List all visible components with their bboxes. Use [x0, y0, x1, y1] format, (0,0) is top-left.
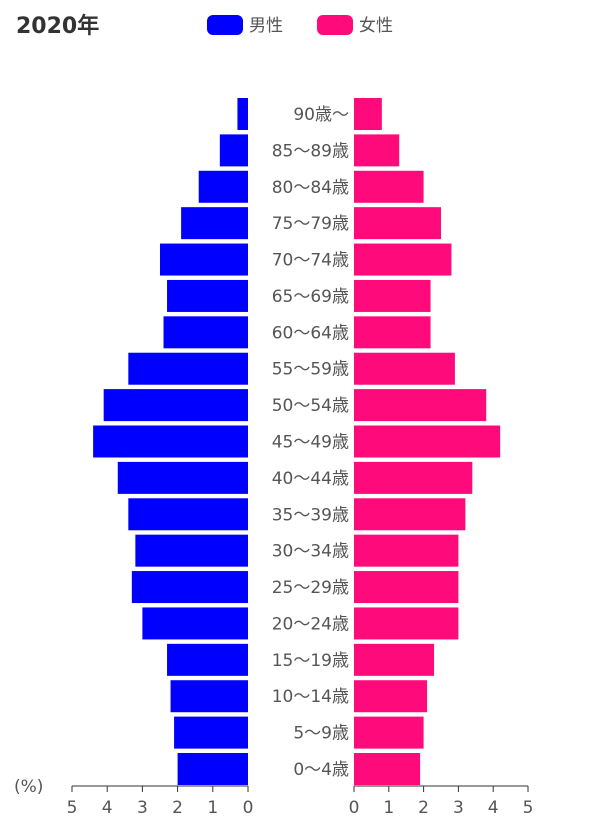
x-tick-label: 5	[523, 798, 534, 818]
legend-swatch	[207, 15, 243, 35]
x-tick-label: 4	[488, 798, 499, 818]
legend-label: 女性	[359, 16, 393, 36]
axis-label: (%)	[14, 777, 43, 797]
bar	[128, 352, 248, 385]
category-label: 5〜9歳	[293, 724, 349, 744]
category-label: 45〜49歳	[272, 433, 349, 453]
category-label: 85〜89歳	[272, 141, 349, 161]
bar	[160, 243, 248, 276]
bar	[237, 98, 248, 130]
bar	[135, 534, 248, 567]
category-label: 80〜84歳	[272, 178, 349, 198]
x-tick-label: 0	[243, 798, 254, 818]
bar	[354, 425, 501, 458]
category-label: 70〜74歳	[272, 251, 349, 271]
bar	[167, 279, 248, 312]
x-tick-label: 3	[453, 798, 464, 818]
bar	[177, 753, 248, 785]
x-tick-label: 5	[67, 798, 78, 818]
bar	[354, 534, 459, 567]
bar	[354, 753, 421, 785]
x-tick-label: 1	[207, 798, 218, 818]
bar	[131, 571, 248, 604]
category-label: 0〜4歳	[293, 760, 349, 780]
bar	[354, 207, 441, 240]
bar	[354, 643, 435, 676]
bar	[354, 279, 431, 312]
bar	[354, 98, 382, 130]
bar	[354, 571, 459, 604]
x-tick-label: 0	[349, 798, 360, 818]
category-label: 40〜44歳	[272, 469, 349, 489]
bar	[354, 352, 455, 385]
chart-title: 2020年	[16, 13, 99, 39]
bar	[93, 425, 249, 458]
category-label: 25〜29歳	[272, 578, 349, 598]
bar	[354, 716, 424, 749]
bar	[170, 680, 248, 713]
x-tick-label: 1	[383, 798, 394, 818]
bar	[354, 316, 431, 349]
x-tick-label: 3	[137, 798, 148, 818]
bar	[354, 243, 452, 276]
legend-swatch	[317, 15, 353, 35]
bar	[142, 607, 248, 640]
bar	[354, 170, 424, 203]
bar	[354, 607, 459, 640]
category-label: 15〜19歳	[272, 651, 349, 671]
category-label: 75〜79歳	[272, 214, 349, 234]
bar	[163, 316, 248, 349]
x-tick-label: 2	[418, 798, 429, 818]
category-label: 90歳〜	[293, 105, 349, 125]
category-label: 50〜54歳	[272, 396, 349, 416]
bar	[354, 498, 466, 531]
bar	[219, 134, 248, 167]
bar	[354, 461, 473, 494]
category-label: 10〜14歳	[272, 687, 349, 707]
category-label: 60〜64歳	[272, 323, 349, 343]
legend-label: 男性	[249, 16, 283, 36]
bar	[117, 461, 248, 494]
x-tick-label: 2	[172, 798, 183, 818]
bar	[198, 170, 248, 203]
category-label: 30〜34歳	[272, 542, 349, 562]
bar	[174, 716, 248, 749]
bar	[354, 389, 487, 422]
x-tick-label: 4	[102, 798, 113, 818]
bar	[181, 207, 248, 240]
category-label: 65〜69歳	[272, 287, 349, 307]
bar	[354, 134, 400, 167]
category-label: 55〜59歳	[272, 360, 349, 380]
bar	[103, 389, 249, 422]
category-label: 35〜39歳	[272, 505, 349, 525]
bar	[128, 498, 248, 531]
bar	[167, 643, 248, 676]
bar	[354, 680, 428, 713]
category-label: 20〜24歳	[272, 614, 349, 634]
